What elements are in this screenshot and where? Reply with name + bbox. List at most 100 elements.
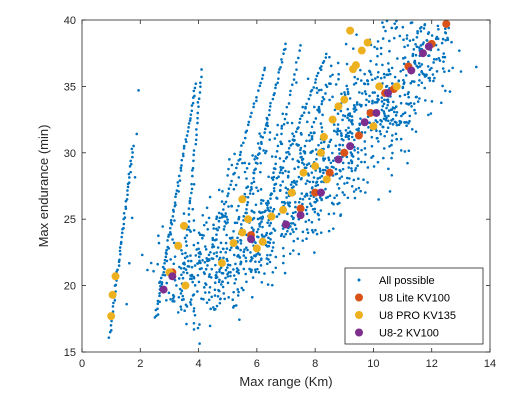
point-all-possible (225, 233, 228, 237)
point-all-possible (282, 52, 285, 55)
point-all-possible (228, 248, 232, 252)
point-all-possible (355, 128, 358, 131)
point-all-possible (202, 223, 206, 227)
point-all-possible (337, 187, 341, 190)
point-all-possible (329, 138, 333, 142)
point-all-possible (281, 166, 285, 169)
point-all-possible (383, 98, 386, 102)
point-all-possible (441, 84, 444, 88)
point-all-possible (381, 63, 384, 67)
point-all-possible (392, 36, 396, 40)
point-all-possible (343, 182, 346, 185)
point-all-possible (363, 131, 367, 134)
point-all-possible (230, 204, 233, 208)
point-all-possible (275, 197, 279, 200)
point-all-possible (373, 45, 376, 49)
point-all-possible (216, 295, 220, 298)
point-all-possible (226, 259, 229, 263)
point-all-possible (211, 243, 214, 246)
point-all-possible (179, 305, 183, 308)
point-all-possible (261, 211, 264, 214)
point-all-possible (376, 54, 379, 58)
point-all-possible (327, 156, 330, 159)
point-all-possible (319, 231, 323, 234)
point-all-possible (394, 114, 398, 117)
point-all-possible (440, 101, 443, 105)
point-all-possible (302, 111, 306, 114)
point-all-possible (239, 150, 242, 154)
point-all-possible (391, 123, 395, 126)
point-all-possible (272, 241, 275, 244)
point-all-possible (302, 163, 306, 166)
point-all-possible (308, 139, 311, 143)
point-all-possible (192, 243, 196, 247)
point-all-possible (419, 44, 423, 47)
point-all-possible (221, 285, 225, 289)
point-all-possible (214, 307, 217, 311)
point-all-possible (232, 229, 235, 233)
point-all-possible (350, 120, 353, 124)
point-all-possible (285, 105, 289, 109)
point-all-possible (388, 190, 392, 193)
point-all-possible (377, 140, 380, 143)
point-all-possible (202, 297, 205, 301)
point-all-possible (212, 306, 215, 309)
legend-marker (355, 293, 363, 302)
legend-label: U8 Lite KV100 (379, 293, 450, 305)
point-all-possible (294, 210, 297, 214)
point-all-possible (345, 62, 349, 66)
point-all-possible (204, 283, 208, 286)
point-all-possible (376, 120, 379, 124)
point-all-possible (283, 271, 287, 275)
point-all-possible (233, 171, 236, 175)
point-all-possible (380, 108, 384, 112)
point-all-possible (215, 238, 218, 241)
point-all-possible (288, 152, 291, 156)
point-all-possible (261, 216, 265, 219)
point-all-possible (432, 61, 435, 64)
point-all-possible (264, 209, 267, 212)
point-all-possible (317, 143, 320, 147)
point-u8-2-kv100 (159, 285, 168, 294)
point-all-possible (180, 248, 183, 252)
point-all-possible (295, 130, 298, 134)
point-all-possible (324, 56, 328, 59)
point-all-possible (332, 159, 335, 163)
point-all-possible (163, 273, 167, 277)
point-all-possible (192, 159, 195, 163)
point-all-possible (224, 212, 228, 215)
point-all-possible (246, 201, 250, 204)
point-all-possible (209, 276, 213, 279)
point-all-possible (200, 75, 203, 79)
point-all-possible (311, 230, 315, 234)
point-all-possible (269, 253, 272, 257)
point-all-possible (288, 93, 292, 97)
x-tick-label: 10 (367, 358, 379, 370)
point-all-possible (286, 212, 289, 216)
point-all-possible (376, 40, 380, 43)
point-all-possible (177, 174, 181, 178)
point-all-possible (357, 157, 360, 161)
point-all-possible (397, 79, 401, 83)
point-all-possible (158, 294, 161, 298)
point-all-possible (305, 237, 308, 240)
point-all-possible (181, 276, 185, 280)
point-all-possible (131, 155, 134, 159)
point-all-possible (297, 56, 300, 60)
point-all-possible (252, 105, 255, 109)
point-all-possible (346, 131, 350, 135)
point-u8-pro-kv135 (258, 237, 267, 246)
point-u8-lite-kv100 (354, 131, 363, 140)
point-all-possible (355, 103, 359, 106)
point-all-possible (334, 83, 338, 86)
point-all-possible (267, 236, 270, 240)
legend-label: U8-2 KV100 (379, 328, 439, 340)
y-tick-label: 40 (64, 15, 76, 27)
point-all-possible (191, 174, 194, 178)
point-all-possible (247, 120, 251, 124)
point-all-possible (225, 215, 228, 219)
point-all-possible (379, 123, 382, 126)
point-all-possible (241, 161, 244, 165)
point-all-possible (191, 169, 194, 172)
point-all-possible (189, 301, 192, 304)
